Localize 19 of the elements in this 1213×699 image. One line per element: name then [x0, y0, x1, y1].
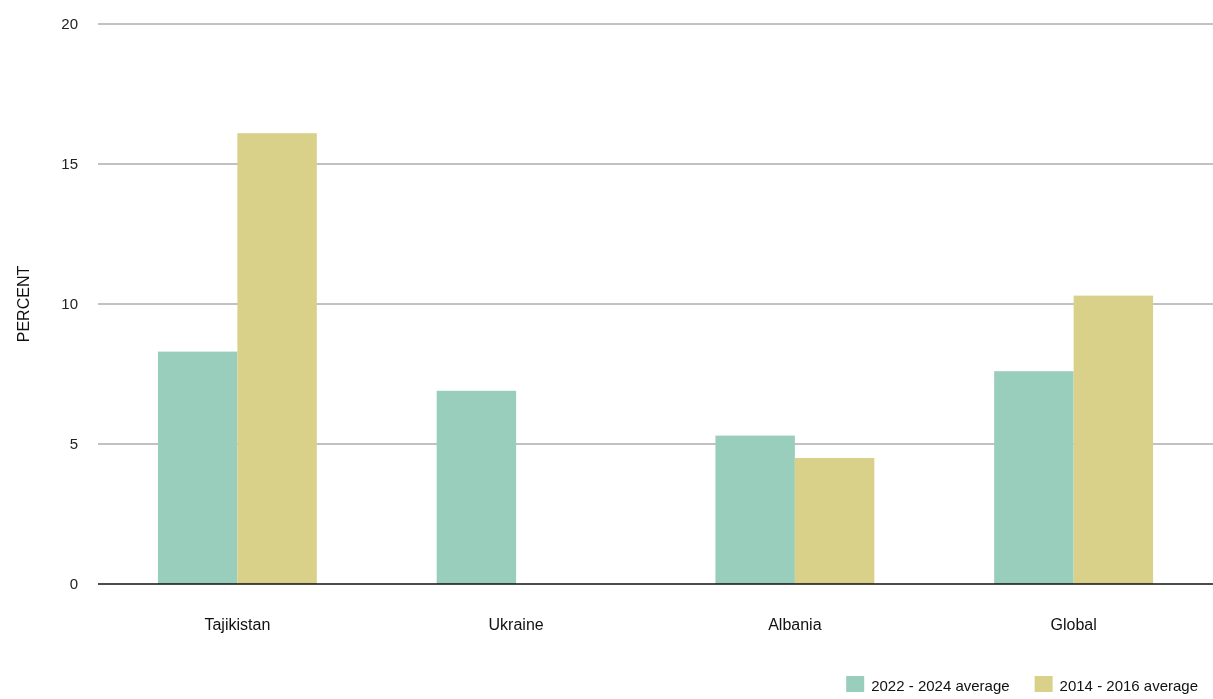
x-tick-label: Ukraine: [488, 616, 544, 633]
y-tick-label: 20: [61, 15, 78, 33]
bar: [436, 390, 517, 584]
legend-label: 2022 - 2024 average: [871, 677, 1010, 694]
x-tick-label: Tajikistan: [204, 616, 271, 633]
y-tick-label: 5: [69, 435, 78, 453]
bar: [794, 458, 875, 584]
y-tick-label: 15: [61, 155, 78, 173]
y-axis-title: PERCENT: [15, 265, 32, 343]
bar: [157, 351, 238, 584]
x-tick-label: Albania: [768, 616, 822, 633]
bar: [994, 371, 1074, 584]
bar: [715, 435, 795, 584]
bar: [237, 133, 317, 584]
y-tick-label: 0: [69, 575, 78, 593]
bar: [1073, 295, 1154, 584]
x-tick-label: Global: [1050, 616, 1097, 633]
y-tick-label: 10: [61, 295, 78, 313]
legend-label: 2014 - 2016 average: [1059, 677, 1199, 694]
